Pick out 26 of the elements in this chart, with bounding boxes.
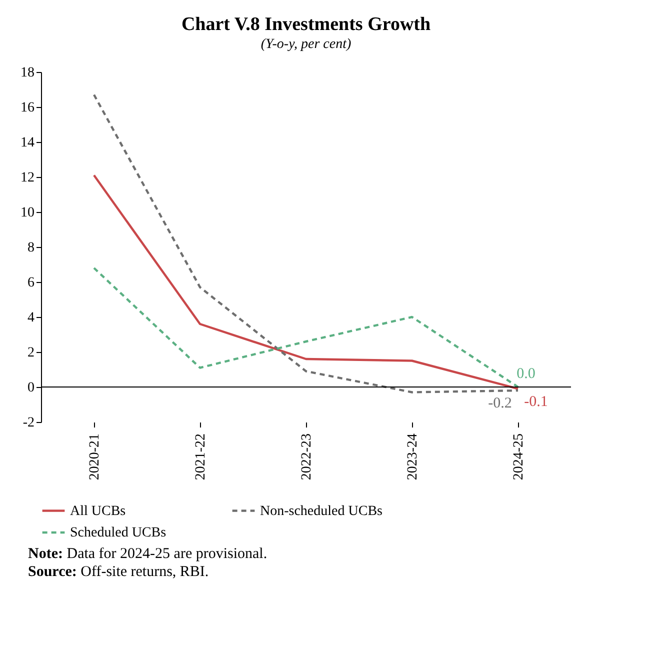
legend-label: Scheduled UCBs xyxy=(70,526,166,540)
y-tick-label: 18 xyxy=(20,66,34,80)
y-tick-label: -2 xyxy=(22,416,34,430)
y-tick-label: 8 xyxy=(28,240,34,256)
y-tick-label: 6 xyxy=(28,276,34,290)
y-tick-label: 2 xyxy=(28,346,34,360)
x-tick-label: 2024-25 xyxy=(512,434,526,480)
x-tick-label: 2020-21 xyxy=(88,434,102,480)
legend-label: Non-scheduled UCBs xyxy=(260,504,382,519)
data-label: 0.0 xyxy=(516,366,536,382)
y-tick-label: 4 xyxy=(28,310,34,326)
y-tick-label: 12 xyxy=(20,170,34,186)
data-label: -0.1 xyxy=(524,394,548,410)
chart-title: Chart V.8 Investments Growth xyxy=(181,14,431,35)
source-note: Source: Off-site returns, RBI. xyxy=(28,563,210,581)
y-tick-label: 10 xyxy=(20,206,34,220)
x-tick-label: 2022-23 xyxy=(300,434,314,480)
text: Note: Data for 2024-25 are provisional. xyxy=(28,545,268,563)
x-tick-label: 2021-22 xyxy=(194,434,208,480)
y-tick-label: 16 xyxy=(20,100,34,116)
x-tick-label: 2023-24 xyxy=(406,434,420,480)
chart-subtitle: (Y-o-y, per cent) xyxy=(260,37,352,52)
data-label: -0.2 xyxy=(488,396,512,412)
legend-label: All UCBs xyxy=(70,504,126,519)
y-tick-label: 14 xyxy=(20,136,34,150)
y-tick-label: 0 xyxy=(28,380,34,396)
